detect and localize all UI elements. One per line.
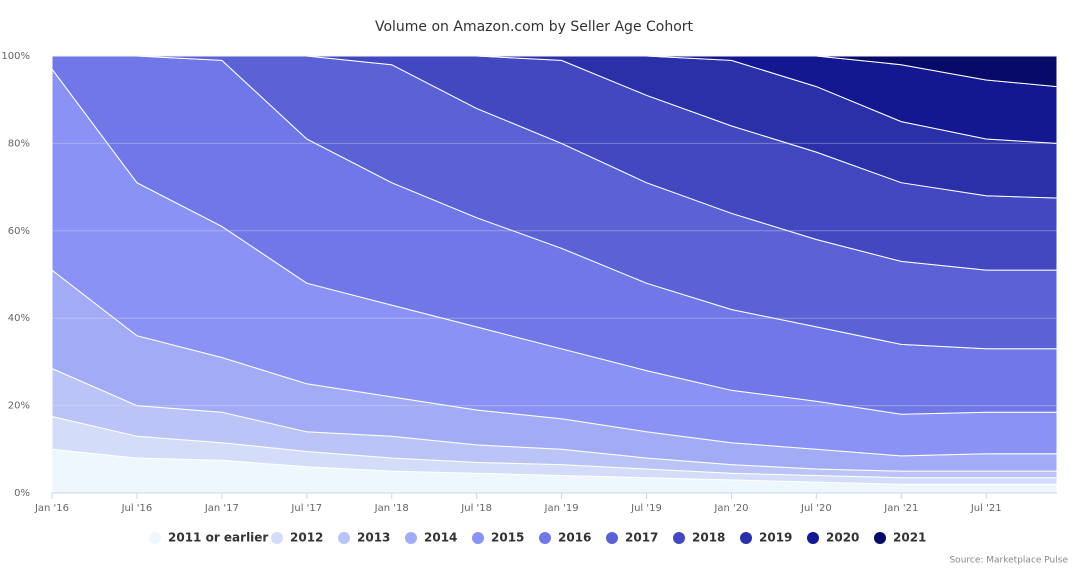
x-tick-label: Jan '18 [374, 503, 409, 514]
x-tick-label: Jul '21 [970, 503, 1002, 514]
x-tick-label: Jan '19 [544, 503, 579, 514]
legend-marker [539, 532, 551, 544]
legend-marker [673, 532, 685, 544]
x-tick-label: Jan '21 [883, 503, 918, 514]
legend-label: 2012 [290, 531, 323, 545]
legend-marker [472, 532, 484, 544]
legend-marker [271, 532, 283, 544]
legend-label: 2016 [558, 531, 591, 545]
legend-label: 2018 [692, 531, 725, 545]
legend-marker [874, 532, 886, 544]
legend-label: 2013 [357, 531, 390, 545]
legend-marker [606, 532, 618, 544]
legend-marker [740, 532, 752, 544]
y-tick-label: 20% [8, 401, 30, 412]
legend-label: 2014 [424, 531, 457, 545]
legend-marker [405, 532, 417, 544]
chart-title: Volume on Amazon.com by Seller Age Cohor… [375, 19, 694, 35]
x-tick-label: Jul '17 [290, 503, 322, 514]
y-tick-label: 80% [8, 138, 30, 149]
y-tick-label: 40% [8, 313, 30, 324]
x-tick-label: Jan '17 [204, 503, 239, 514]
legend-label: 2021 [893, 531, 926, 545]
x-tick-label: Jul '19 [630, 503, 662, 514]
legend-label: 2020 [826, 531, 859, 545]
y-tick-label: 0% [14, 488, 30, 499]
legend-label: 2019 [759, 531, 792, 545]
area [52, 55, 1058, 88]
x-tick-label: Jul '16 [121, 503, 153, 514]
legend-label: 2015 [491, 531, 524, 545]
x-tick-label: Jan '20 [713, 503, 748, 514]
x-tick-label: Jan '16 [34, 503, 69, 514]
legend-label: 2011 or earlier [168, 531, 268, 545]
legend-marker [807, 532, 819, 544]
x-tick-label: Jul '20 [800, 503, 832, 514]
legend-marker [338, 532, 350, 544]
source: Source: Marketplace Pulse [949, 556, 1068, 566]
legend-marker [149, 532, 161, 544]
y-tick-label: 60% [8, 226, 30, 237]
x-tick-label: Jul '18 [460, 503, 492, 514]
y-tick-label: 100% [1, 51, 30, 62]
legend-label: 2017 [625, 531, 658, 545]
